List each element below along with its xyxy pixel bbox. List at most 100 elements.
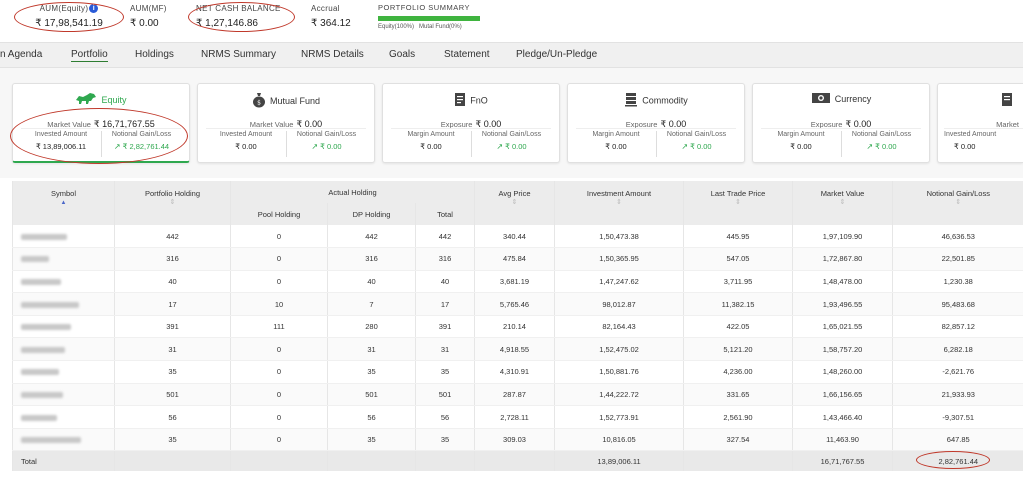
last-trade-price-cell: 2,561.90 [683, 405, 793, 429]
table-row[interactable]: 31 0 31 31 4,918.55 1,52,475.02 5,121.20 1,58,7… [12, 337, 1023, 362]
card-main-value: ₹ 0.00 [660, 119, 687, 129]
symbol-cell [12, 225, 115, 249]
table-row[interactable]: 391 111 280 391 210.14 82,164.43 422.05 1,65,02… [12, 315, 1023, 339]
total-label: Total [12, 450, 115, 471]
table-row[interactable]: 442 0 442 442 340.44 1,50,473.38 445.95 1,97,10… [12, 225, 1023, 249]
avg-price-cell: 4,310.91 [474, 360, 555, 384]
fno-card[interactable]: FnO Exposure ₹ 0.00 Margin Amount ₹ 0.00 N… [382, 83, 560, 163]
card-right-value: ₹ 0.00 [505, 142, 527, 151]
column-header-notional-gain-loss[interactable]: Notional Gain/Loss ⇕ [892, 181, 1023, 225]
column-header-total[interactable]: Total [414, 203, 475, 225]
net-cash-balance-stat: NET CASH BALANCE ₹ 1,27,146.86 [196, 4, 284, 29]
tab-agenda[interactable]: n Agenda [0, 49, 43, 60]
symbol-cell [12, 337, 115, 362]
partial-card[interactable]: Market Invested Amount ₹ 0.00 [937, 83, 1023, 163]
tab-nrms-details[interactable]: NRMS Details [301, 49, 364, 60]
dp-holding-cell: 56 [327, 405, 416, 429]
column-header-avg-price[interactable]: Avg Price ⇕ [474, 181, 555, 225]
market-value-cell: 1,65,021.55 [792, 315, 893, 339]
portfolio-holding-cell: 35 [114, 360, 231, 384]
card-title: Mutual Fund [269, 96, 321, 106]
card-right-label: Notional Gain/Loss [481, 131, 542, 138]
tab-goals[interactable]: Goals [389, 49, 416, 60]
market-value-cell: 1,72,867.80 [792, 247, 893, 271]
card-left-value: ₹ 0.00 [235, 142, 257, 151]
net-cash-balance-value: ₹ 1,27,146.86 [196, 18, 258, 29]
mutual-fund-card[interactable]: $ Mutual Fund Market Value ₹ 0.00 Investe… [197, 83, 375, 163]
investment-amount-cell: 1,50,473.38 [554, 225, 684, 249]
tab-pledge-unpledge[interactable]: Pledge/Un-Pledge [516, 49, 598, 60]
symbol-cell [12, 405, 115, 429]
info-icon[interactable]: i [89, 4, 99, 13]
tab-statement[interactable]: Statement [444, 49, 490, 60]
column-header-symbol[interactable]: Symbol ▲ [12, 181, 115, 225]
column-header-last-trade-price[interactable]: Last Trade Price ⇕ [683, 181, 793, 225]
tab-nrms-summary[interactable]: NRMS Summary [201, 49, 277, 60]
resize-handle-icon[interactable]: ⇕ [839, 199, 846, 206]
card-right-value: ₹ 2,82,761.44 [122, 142, 170, 151]
column-header-investment-amount[interactable]: Investment Amount ⇕ [554, 181, 684, 225]
table-row[interactable]: 35 0 35 35 4,310.91 1,50,881.76 4,236.00 1,48,2… [12, 360, 1023, 384]
last-trade-price-cell: 422.05 [683, 315, 793, 339]
table-row[interactable]: 501 0 501 501 287.87 1,44,222.72 331.65 1,66,15… [12, 383, 1023, 407]
card-main-label: Exposure [625, 120, 658, 129]
total-cell: 501 [414, 383, 475, 407]
column-header-pool-holding[interactable]: Pool Holding [230, 203, 328, 225]
investment-amount-cell: 82,164.43 [554, 315, 684, 339]
resize-handle-icon[interactable]: ⇕ [511, 199, 518, 206]
resize-handle-icon[interactable]: ⇕ [735, 199, 741, 206]
trend-up-icon: ↗ [311, 142, 319, 151]
card-left-label: Margin Amount [777, 131, 825, 138]
tab-holdings[interactable]: Holdings [135, 49, 174, 60]
table-row[interactable]: 316 0 316 316 475.84 1,50,365.95 547.05 1,72,86… [12, 247, 1023, 271]
banknote-icon [811, 92, 831, 106]
table-row[interactable]: 40 0 40 40 3,681.19 1,47,247.62 3,711.95 1,48,4… [12, 270, 1023, 294]
equity-card[interactable]: Equity Market Value ₹ 16,71,767.55 Invest… [12, 83, 190, 163]
table-row[interactable]: 17 10 7 17 5,765.46 98,012.87 11,382.15 1,93,49… [12, 292, 1023, 316]
market-value-cell: 1,66,156.65 [792, 383, 893, 407]
dp-holding-cell: 442 [327, 225, 416, 249]
table-row[interactable]: 35 0 35 35 309.03 10,816.05 327.54 11,463.90 647… [12, 428, 1023, 452]
accrual-label: Accrual [311, 4, 340, 13]
aum-equity-label: AUM(Equity) [39, 4, 89, 13]
money-bag-icon: $ [252, 92, 266, 110]
card-main-label: Market Value [249, 120, 294, 129]
total-cell: 391 [414, 315, 475, 339]
avg-price-cell: 287.87 [474, 383, 555, 407]
notional-gain-loss-cell: 95,483.68 [892, 292, 1023, 316]
equity-allocation-bar [378, 16, 480, 21]
currency-card[interactable]: Currency Exposure ₹ 0.00 Margin Amount ₹ 0… [752, 83, 930, 163]
column-header-dp-holding[interactable]: DP Holding [327, 203, 416, 225]
trend-up-icon: ↗ [496, 142, 504, 151]
pool-holding-cell: 0 [230, 405, 328, 429]
investment-amount-cell: 98,012.87 [554, 292, 684, 316]
total-cell: 316 [414, 247, 475, 271]
resize-handle-icon[interactable]: ⇕ [169, 199, 176, 206]
card-right-label: Notional Gain/Loss [296, 131, 357, 138]
market-value-cell: 1,58,757.20 [792, 337, 893, 362]
card-main-label: Market [996, 120, 1019, 129]
redacted-symbol [21, 414, 57, 421]
dp-holding-cell: 280 [327, 315, 416, 339]
last-trade-price-cell: 547.05 [683, 247, 793, 271]
commodity-card[interactable]: Commodity Exposure ₹ 0.00 Margin Amount ₹ … [567, 83, 745, 163]
aum-equity-stat: AUM(Equity) i ₹ 17,98,541.19 [28, 4, 110, 29]
column-header-portfolio-holding[interactable]: Portfolio Holding ⇕ [114, 181, 231, 225]
resize-handle-icon[interactable]: ⇕ [616, 199, 622, 206]
column-header-market-value[interactable]: Market Value ⇕ [792, 181, 893, 225]
resize-handle-icon[interactable]: ⇕ [955, 199, 962, 206]
table-row[interactable]: 56 0 56 56 2,728.11 1,52,773.91 2,561.90 1,43,4… [12, 405, 1023, 429]
notional-gain-loss-cell: 6,282.18 [892, 337, 1023, 362]
card-left-label: Invested Amount [34, 131, 88, 138]
card-title: Currency [834, 94, 872, 104]
market-value-cell: 1,93,496.55 [792, 292, 893, 316]
total-cell: 17 [414, 292, 475, 316]
pool-holding-cell: 10 [230, 292, 328, 316]
card-left-value: ₹ 13,89,006.11 [35, 142, 87, 151]
card-main-label: Exposure [810, 120, 843, 129]
card-main-label: Exposure [440, 120, 473, 129]
card-main-value: ₹ 0.00 [475, 119, 502, 129]
symbol-cell [12, 360, 115, 384]
sort-up-icon[interactable]: ▲ [60, 200, 67, 206]
tab-portfolio[interactable]: Portfolio [71, 49, 108, 62]
